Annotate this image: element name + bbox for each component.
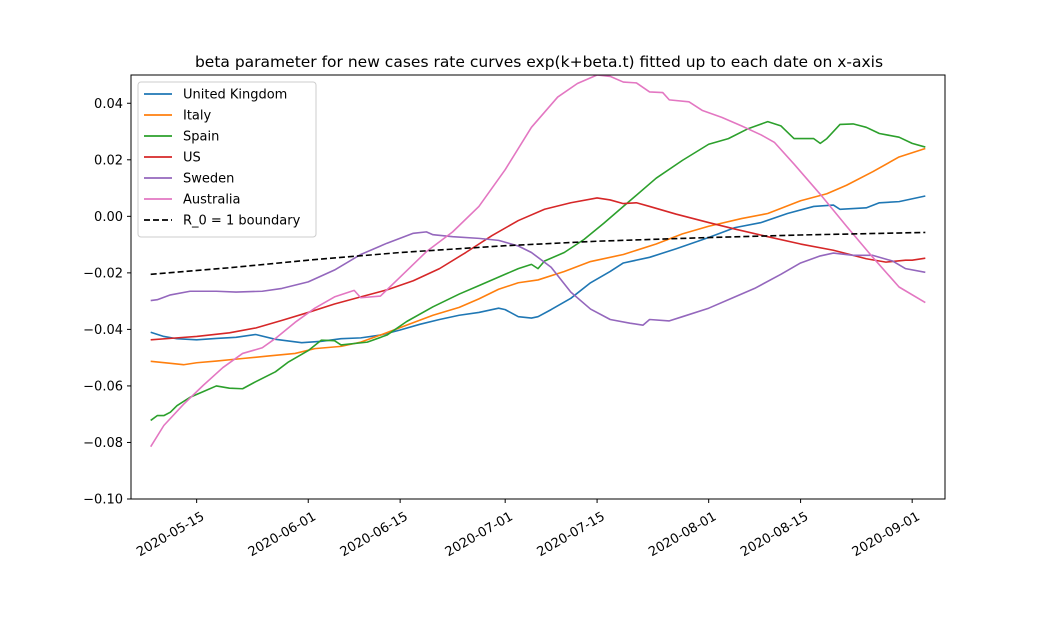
x-tick-label: 2020-09-01 — [850, 509, 923, 560]
series-line-italy — [150, 147, 926, 366]
chart-title: beta parameter for new cases rate curves… — [195, 53, 883, 71]
y-tick-label: 0.02 — [94, 153, 123, 168]
legend-label: Australia — [183, 193, 241, 208]
legend-label: US — [183, 151, 201, 166]
x-tick-label: 2020-06-01 — [246, 509, 319, 560]
legend-label: R_0 = 1 boundary — [183, 214, 301, 229]
y-tick-label: −0.08 — [83, 436, 123, 451]
legend: United Kingdom Italy Spain US Sweden Australi… — [137, 81, 317, 238]
x-tick-label: 2020-06-15 — [338, 509, 411, 560]
x-tick-label: 2020-08-15 — [738, 509, 811, 560]
legend-label: Italy — [183, 109, 212, 124]
legend-box — [137, 81, 317, 238]
series-line-australia — [150, 75, 926, 448]
series-line-us — [150, 197, 926, 341]
x-axis: 2020-05-15 2020-06-01 2020-06-15 2020-07-01… — [134, 499, 923, 560]
x-tick-label: 2020-07-15 — [535, 509, 608, 560]
y-tick-label: 0.04 — [94, 97, 123, 112]
x-tick-label: 2020-07-01 — [443, 509, 516, 560]
series-line-sweden — [150, 231, 926, 326]
y-tick-label: −0.02 — [83, 266, 123, 281]
y-tick-label: −0.04 — [83, 323, 123, 338]
plot-lines — [150, 75, 926, 448]
legend-label: United Kingdom — [183, 88, 287, 103]
series-line-united-kingdom — [150, 195, 926, 344]
legend-label: Sweden — [183, 172, 234, 187]
x-tick-label: 2020-05-15 — [134, 509, 207, 560]
legend-label: Spain — [183, 130, 219, 145]
y-tick-label: 0.00 — [94, 210, 123, 225]
series-line-r-0-1-boundary — [150, 231, 926, 276]
x-tick-label: 2020-08-01 — [646, 509, 719, 560]
y-axis: −0.10 −0.08 −0.06 −0.04 −0.02 0.00 0.02 0.04 — [83, 97, 131, 508]
plot-frame — [130, 74, 946, 500]
series-line-spain — [150, 120, 926, 422]
y-tick-label: −0.06 — [83, 379, 123, 394]
y-tick-label: −0.10 — [83, 493, 123, 508]
